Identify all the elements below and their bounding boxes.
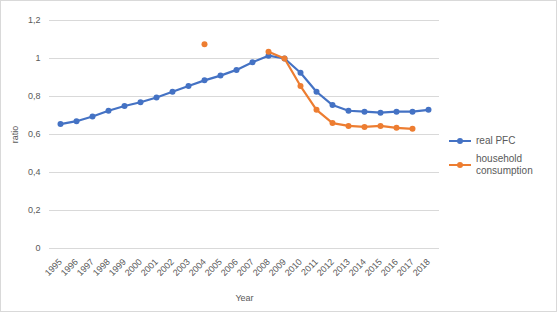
svg-text:2002: 2002 (155, 257, 176, 278)
svg-text:2012: 2012 (315, 257, 336, 278)
svg-text:2003: 2003 (171, 257, 192, 278)
svg-text:2016: 2016 (379, 257, 400, 278)
svg-text:1,2: 1,2 (28, 15, 41, 25)
html-text:real PFC: real PFC (476, 135, 516, 146)
svg-text:2008: 2008 (251, 257, 272, 278)
svg-text:0,2: 0,2 (28, 205, 41, 215)
svg-text:1999: 1999 (107, 257, 128, 278)
svg-text:0: 0 (35, 243, 40, 253)
svg-text:2017: 2017 (395, 257, 416, 278)
svg-text:2015: 2015 (363, 257, 384, 278)
svg-text:1: 1 (35, 53, 40, 63)
svg-text:Year: Year (235, 293, 253, 303)
svg-text:1998: 1998 (91, 257, 112, 278)
svg-text:2004: 2004 (187, 257, 208, 278)
svg-text:0,4: 0,4 (28, 167, 41, 177)
svg-text:2013: 2013 (331, 257, 352, 278)
svg-text:ratio: ratio (10, 126, 20, 144)
svg-text:2014: 2014 (347, 257, 368, 278)
svg-text:2006: 2006 (219, 257, 240, 278)
svg-text:2011: 2011 (299, 256, 320, 278)
svg-text:2001: 2001 (139, 257, 160, 278)
svg-text:2007: 2007 (235, 257, 256, 278)
svg-text:0,6: 0,6 (28, 129, 41, 139)
svg-text:1996: 1996 (59, 257, 80, 278)
svg-text:1995: 1995 (43, 257, 64, 278)
svg-text:2018: 2018 (411, 257, 432, 278)
svg-text:0,8: 0,8 (28, 91, 41, 101)
html-text:household consumption: household consumption (476, 153, 533, 176)
svg-text:1997: 1997 (75, 257, 96, 278)
svg-text:2000: 2000 (123, 257, 144, 278)
svg-text:2010: 2010 (283, 257, 304, 278)
svg-text:2005: 2005 (203, 257, 224, 278)
svg-text:2009: 2009 (267, 257, 288, 278)
